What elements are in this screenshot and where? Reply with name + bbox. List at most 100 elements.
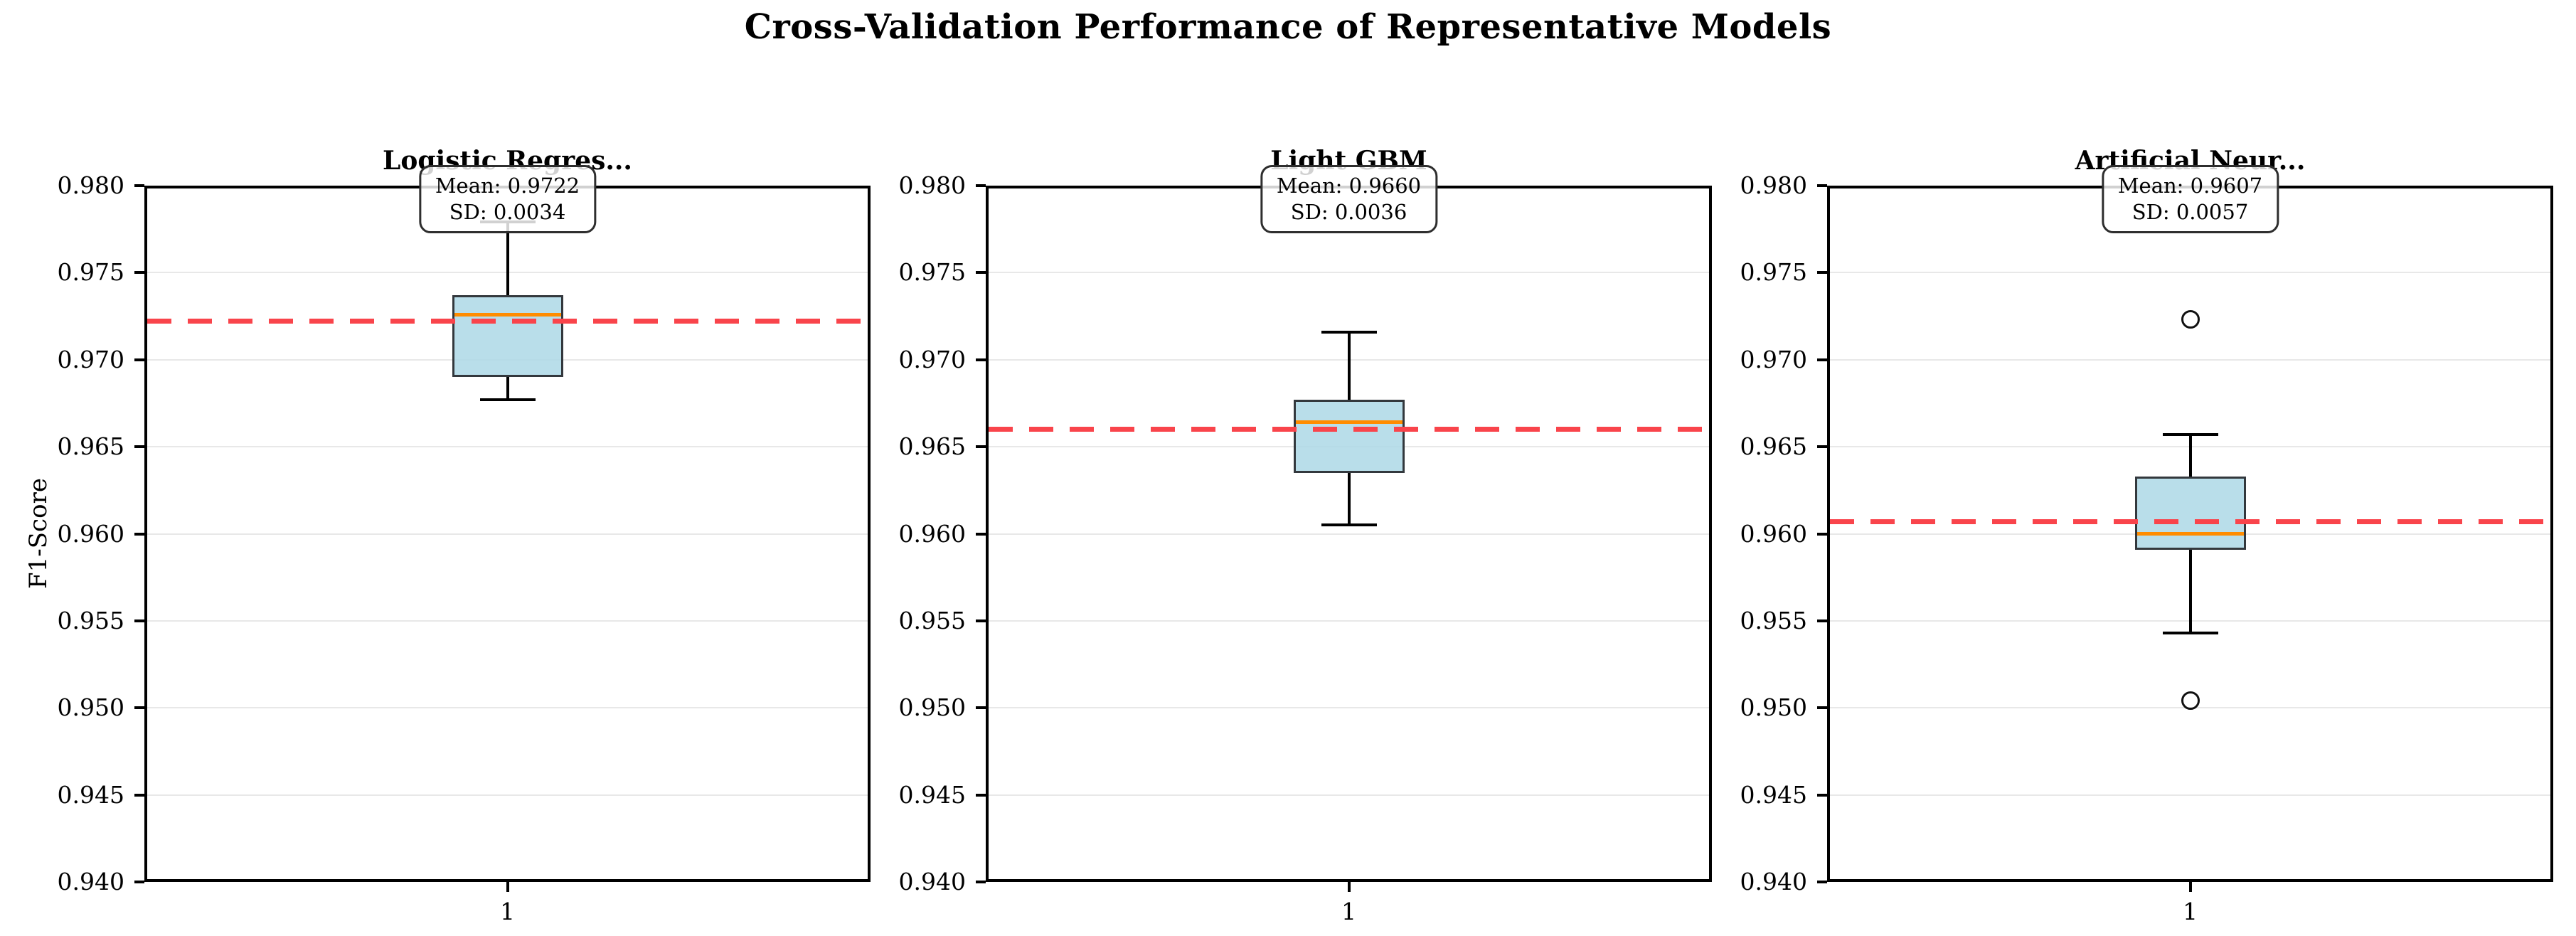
y-tick-mark [134, 358, 144, 361]
y-tick-label: 0.945 [898, 780, 966, 809]
gridline [989, 619, 1709, 622]
gridline [147, 707, 868, 709]
y-tick-label: 0.955 [57, 606, 124, 634]
iqr-box [452, 295, 563, 378]
upper-whisker-line [1347, 331, 1351, 400]
gridline [147, 619, 868, 622]
y-tick-mark [1817, 881, 1827, 883]
y-tick-label: 0.960 [57, 519, 124, 548]
upper-whisker-line [506, 222, 509, 296]
y-tick-mark [1817, 706, 1827, 710]
subplot-logistic-regression: Logistic Regres... Mean: 0.9722 SD: 0.00… [58, 146, 871, 925]
lower-whisker-cap [2162, 632, 2218, 634]
gridline [1830, 794, 2550, 796]
y-tick-label: 0.965 [57, 432, 124, 461]
gridline [1830, 358, 2550, 361]
y-tick-label: 0.950 [57, 693, 124, 722]
upper-whisker-line [2188, 434, 2192, 477]
annotation-mean: Mean: 0.9607 [2117, 174, 2263, 198]
x-tick-mark [2188, 882, 2192, 892]
y-tick-mark [1817, 619, 1827, 622]
mean-dashed-line [1830, 518, 2550, 524]
outlier-point [2181, 310, 2200, 329]
y-tick-mark [134, 706, 144, 710]
y-tick-mark [976, 793, 986, 797]
y-tick-label: 0.950 [898, 693, 966, 722]
gridline [147, 533, 868, 535]
gridline [989, 794, 1709, 796]
y-tick-label: 0.955 [1740, 606, 1807, 634]
y-tick-label: 0.965 [1740, 432, 1807, 461]
annotation-mean: Mean: 0.9722 [435, 174, 580, 198]
gridline [147, 446, 868, 448]
y-tick-label: 0.970 [898, 345, 966, 373]
y-tick-label: 0.965 [898, 432, 966, 461]
y-tick-label: 0.940 [898, 868, 966, 895]
y-tick-mark [976, 271, 986, 275]
median-line [2136, 532, 2244, 536]
y-tick-label: 0.980 [898, 171, 966, 199]
y-tick-mark [134, 793, 144, 797]
median-line [454, 312, 561, 317]
mean-dashed-line [147, 319, 868, 324]
y-tick-label: 0.975 [1740, 258, 1807, 287]
mean-dashed-line [989, 427, 1709, 432]
y-tick-label: 0.975 [898, 258, 966, 287]
annotation-sd: SD: 0.0034 [449, 200, 566, 224]
y-tick-label: 0.980 [1740, 171, 1807, 199]
gridline [989, 707, 1709, 709]
y-tick-label: 0.970 [57, 345, 124, 373]
y-tick-mark [1817, 271, 1827, 275]
y-tick-label: 0.955 [898, 606, 966, 634]
y-tick-label: 0.940 [1740, 868, 1807, 895]
y-tick-mark [134, 445, 144, 449]
annotation-mean: Mean: 0.9660 [1276, 174, 1422, 198]
y-tick-mark [976, 532, 986, 536]
y-tick-label: 0.945 [57, 780, 124, 809]
y-tick-mark [134, 619, 144, 622]
y-tick-mark [1817, 358, 1827, 361]
gridline [989, 272, 1709, 274]
upper-whisker-cap [1321, 330, 1377, 334]
y-tick-mark [976, 881, 986, 883]
y-tick-mark [1817, 445, 1827, 449]
figure-title: Cross-Validation Performance of Represen… [744, 7, 1832, 47]
iqr-box [1293, 400, 1405, 473]
y-tick-mark [134, 184, 144, 187]
y-tick-mark [976, 706, 986, 710]
y-tick-mark [1817, 184, 1827, 187]
lower-whisker-cap [1321, 523, 1377, 527]
y-tick-mark [976, 358, 986, 361]
annotation-sd: SD: 0.0057 [2131, 200, 2249, 224]
annotation-box: Mean: 0.9722 SD: 0.0034 [418, 165, 597, 233]
lower-whisker-line [2188, 549, 2192, 633]
y-tick-label: 0.950 [1740, 693, 1807, 722]
x-tick-label: 1 [500, 898, 515, 925]
outlier-point [2181, 691, 2200, 711]
y-tick-mark [1817, 793, 1827, 797]
y-tick-mark [976, 184, 986, 187]
y-tick-label: 0.945 [1740, 780, 1807, 809]
median-line [1295, 420, 1403, 425]
subplot-artificial-neural-network: Artificial Neur... Mean: 0.9607 SD: 0.00… [1740, 146, 2553, 925]
gridline [1830, 272, 2550, 274]
annotation-sd: SD: 0.0036 [1290, 200, 1407, 224]
x-tick-mark [1347, 882, 1351, 892]
x-tick-label: 1 [2183, 898, 2198, 925]
annotation-box: Mean: 0.9607 SD: 0.0057 [2101, 165, 2279, 233]
upper-whisker-cap [2162, 432, 2218, 436]
iqr-box [2134, 476, 2246, 550]
y-tick-label: 0.970 [1740, 345, 1807, 373]
lower-whisker-cap [479, 398, 536, 402]
y-tick-label: 0.960 [898, 519, 966, 548]
y-tick-mark [134, 881, 144, 883]
annotation-box: Mean: 0.9660 SD: 0.0036 [1260, 165, 1438, 233]
y-tick-label: 0.975 [57, 258, 124, 287]
subplot-light-gbm: Light GBM Mean: 0.9660 SD: 0.0036 0.980 0… [899, 146, 1712, 925]
y-tick-label: 0.960 [1740, 519, 1807, 548]
y-tick-mark [134, 271, 144, 275]
y-tick-mark [134, 532, 144, 536]
gridline [147, 794, 868, 796]
lower-whisker-line [506, 377, 509, 400]
